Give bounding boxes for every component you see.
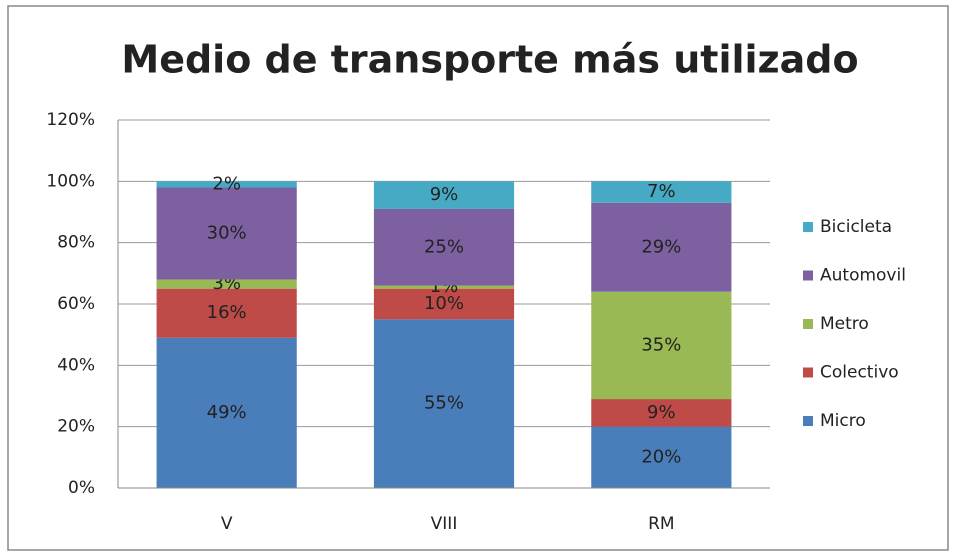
chart-title: Medio de transporte más utilizado [121, 38, 858, 82]
y-tick-label: 60% [57, 294, 95, 314]
bar-segment [156, 181, 297, 188]
y-tick-label: 80% [57, 233, 95, 253]
y-tick-label: 120% [46, 110, 95, 130]
legend-label: Automovil [820, 266, 906, 286]
legend-label: Micro [820, 411, 866, 431]
legend-label: Colectivo [820, 363, 899, 383]
data-label: 7% [647, 181, 676, 202]
legend-swatch [803, 416, 813, 426]
x-tick-label: RM [648, 514, 674, 534]
data-label: 2% [212, 173, 241, 194]
bar-segment [591, 426, 732, 488]
bar-segment [373, 288, 515, 320]
data-label: 35% [641, 334, 681, 355]
bar-segment [591, 202, 732, 292]
bar-segment [156, 279, 297, 289]
bar-segment [156, 187, 297, 280]
x-tick-label: V [221, 514, 233, 534]
y-tick-label: 100% [46, 171, 95, 191]
data-label: 16% [207, 302, 247, 323]
bar-segment [373, 285, 515, 289]
data-label: 25% [424, 236, 464, 257]
legend-swatch [803, 319, 813, 329]
bar-segment [373, 181, 515, 209]
legend-swatch [803, 367, 813, 378]
data-label: 20% [641, 446, 681, 467]
bar-segment [591, 291, 732, 400]
y-tick-label: 20% [57, 417, 95, 437]
data-label: 9% [647, 402, 676, 423]
bar-segment [373, 208, 515, 286]
bar-segment [373, 319, 515, 488]
x-tick-label: VIII [431, 514, 458, 534]
data-label: 10% [424, 293, 464, 314]
legend-swatch [803, 270, 813, 281]
data-label: 30% [207, 222, 247, 243]
y-tick-label: 0% [68, 478, 95, 498]
bar-segment [591, 181, 732, 203]
bar-segment [156, 337, 297, 488]
data-label: 9% [430, 184, 459, 205]
bar-segment [156, 288, 297, 338]
data-label: 55% [424, 393, 464, 414]
legend-label: Metro [820, 314, 869, 334]
data-label: 49% [207, 402, 247, 423]
legend-swatch [803, 222, 813, 232]
y-tick-label: 40% [57, 355, 95, 375]
bar-segment [591, 399, 732, 427]
legend-label: Bicicleta [820, 217, 892, 237]
data-label: 29% [641, 236, 681, 257]
